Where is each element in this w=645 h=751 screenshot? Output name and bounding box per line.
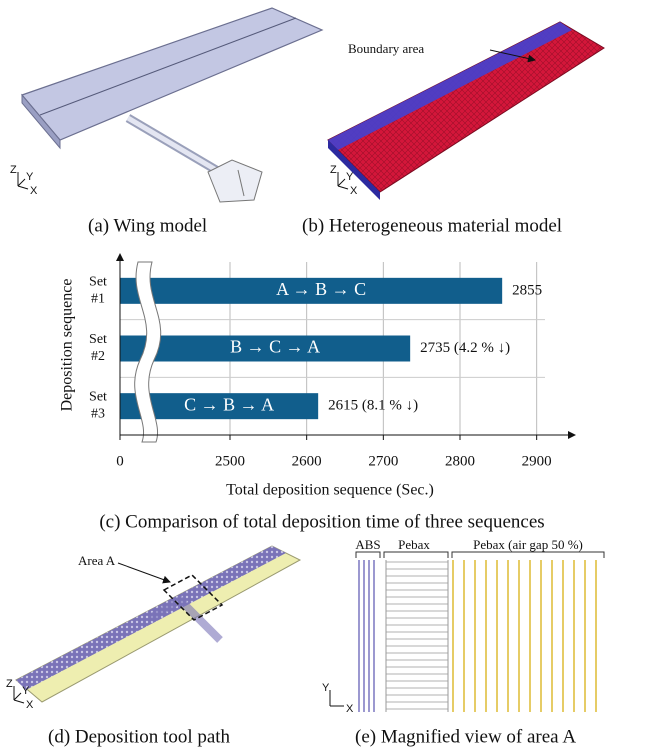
x-tick-label: 2500: [215, 453, 245, 469]
caption: (a) Wing model: [88, 215, 207, 236]
triad-label: X: [30, 185, 38, 197]
value-label: 2735 (4.2 % ↓): [420, 340, 510, 356]
tool-path-image: Area A: [16, 546, 300, 702]
region-label: Pebax (air gap 50 %): [473, 537, 583, 552]
bar-label: C → B → A: [184, 394, 274, 414]
triad-label: X: [26, 699, 34, 711]
caption: (b) Heterogeneous material model: [302, 215, 562, 236]
triad-axis: [14, 693, 21, 700]
figure: Boundary area Area A ABS Pebax Pebax (ai…: [0, 0, 645, 751]
caption: (e) Magnified view of area A: [355, 726, 576, 747]
y-tick-label: Set#2: [89, 332, 107, 364]
material-model-image: Boundary area: [328, 22, 604, 200]
x-axis-label: Total deposition sequence (Sec.): [226, 482, 434, 499]
chart: 0 2500 2600 2700 2800 2900 A → B → C 2855 Set#1 B…: [59, 254, 575, 499]
triad-axis: [338, 179, 345, 186]
x-tick-label: 0: [116, 453, 124, 469]
triad-label: Y: [322, 682, 330, 694]
value-label: 2615 (8.1 % ↓): [328, 398, 418, 414]
triad-label: Y: [26, 171, 34, 183]
annotation: Area A: [78, 553, 116, 568]
x-tick-label: 2800: [445, 453, 475, 469]
bar-label: A → B → C: [276, 279, 366, 299]
y-axis-label: Deposition sequence: [59, 279, 76, 412]
wing-model-image: [22, 8, 322, 202]
triad-label: Z: [6, 678, 13, 690]
y-tick-label: Set#3: [89, 390, 107, 422]
x-tick-label: 2600: [292, 453, 322, 469]
region-label: Pebax: [398, 537, 430, 552]
triad-axis: [18, 186, 28, 189]
triad-label: X: [350, 185, 358, 197]
region-label: ABS: [355, 537, 380, 552]
bar-label: B → C → A: [230, 337, 320, 357]
x-tick-label: 2700: [368, 453, 398, 469]
x-tick-label: 2900: [522, 453, 552, 469]
caption: (d) Deposition tool path: [48, 726, 231, 747]
triad-label: Y: [22, 685, 30, 697]
triad-label: Z: [10, 164, 17, 176]
y-tick-label: Set#1: [89, 275, 107, 307]
value-label: 2855: [512, 282, 542, 298]
triad-axis: [18, 179, 25, 186]
magnified-image: ABS Pebax Pebax (air gap 50 %): [355, 537, 604, 712]
triad-label: X: [346, 703, 354, 715]
caption: (c) Comparison of total deposition time …: [99, 511, 544, 532]
triad-label: Y: [346, 171, 354, 183]
triad-axis: [338, 186, 348, 189]
triad-axis: [14, 700, 24, 703]
triad-label: Z: [330, 164, 337, 176]
annotation: Boundary area: [348, 41, 424, 56]
